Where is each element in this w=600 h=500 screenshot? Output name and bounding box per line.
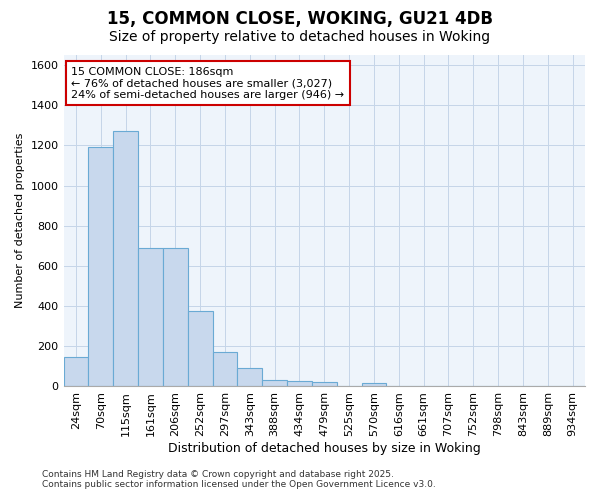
- Bar: [188, 311, 212, 386]
- Bar: [163, 248, 188, 386]
- Bar: [238, 368, 262, 386]
- Bar: [212, 352, 238, 386]
- Text: Size of property relative to detached houses in Woking: Size of property relative to detached ho…: [109, 30, 491, 44]
- Bar: [287, 382, 312, 386]
- Y-axis label: Number of detached properties: Number of detached properties: [15, 133, 25, 308]
- Bar: [88, 148, 113, 386]
- Bar: [362, 383, 386, 386]
- Text: Contains HM Land Registry data © Crown copyright and database right 2025.
Contai: Contains HM Land Registry data © Crown c…: [42, 470, 436, 489]
- Text: 15 COMMON CLOSE: 186sqm
← 76% of detached houses are smaller (3,027)
24% of semi: 15 COMMON CLOSE: 186sqm ← 76% of detache…: [71, 66, 344, 100]
- Bar: [138, 248, 163, 386]
- Bar: [262, 380, 287, 386]
- Bar: [113, 132, 138, 386]
- Bar: [312, 382, 337, 386]
- Bar: [64, 356, 88, 386]
- Text: 15, COMMON CLOSE, WOKING, GU21 4DB: 15, COMMON CLOSE, WOKING, GU21 4DB: [107, 10, 493, 28]
- X-axis label: Distribution of detached houses by size in Woking: Distribution of detached houses by size …: [168, 442, 481, 455]
